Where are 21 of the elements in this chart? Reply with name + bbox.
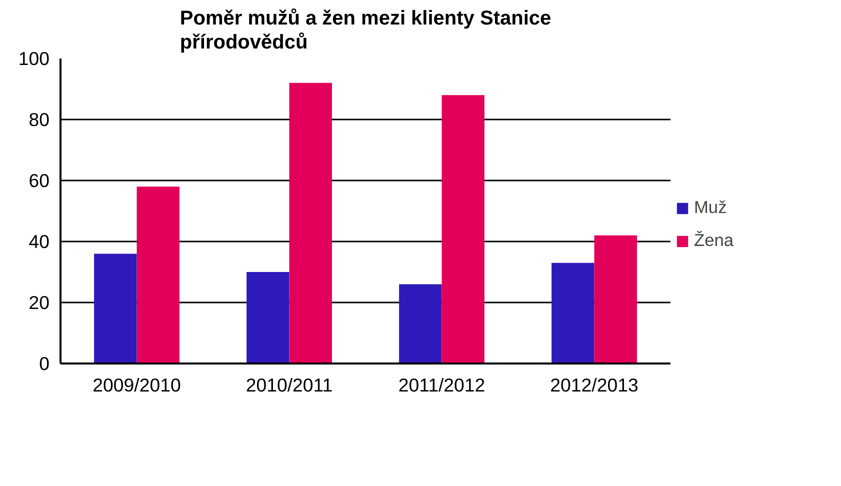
y-tick-label: 60 [28,170,50,191]
bar [442,95,484,364]
bar [552,262,594,364]
y-tick-label: 40 [28,231,50,252]
y-tick-label: 80 [28,109,50,130]
legend-label: Muž [694,197,727,218]
x-tick-label: 2011/2012 [398,374,486,396]
y-tick-label: 0 [39,353,50,374]
y-tick-label: 100 [18,48,50,69]
x-tick-label: 2009/2010 [92,374,181,396]
bar [246,272,290,364]
bar [94,254,137,364]
bar [399,284,442,364]
chart-title: Poměr mužů a žen mezi klienty Stanice přírodovědců [180,7,552,54]
x-tick-label: 2010/2011 [246,374,333,396]
x-tick-label: 2012/2013 [550,374,638,396]
bar [289,82,332,364]
y-tick-label: 20 [28,292,50,313]
bar [594,235,637,364]
bar [136,186,180,364]
legend-label: Žena [694,230,734,251]
